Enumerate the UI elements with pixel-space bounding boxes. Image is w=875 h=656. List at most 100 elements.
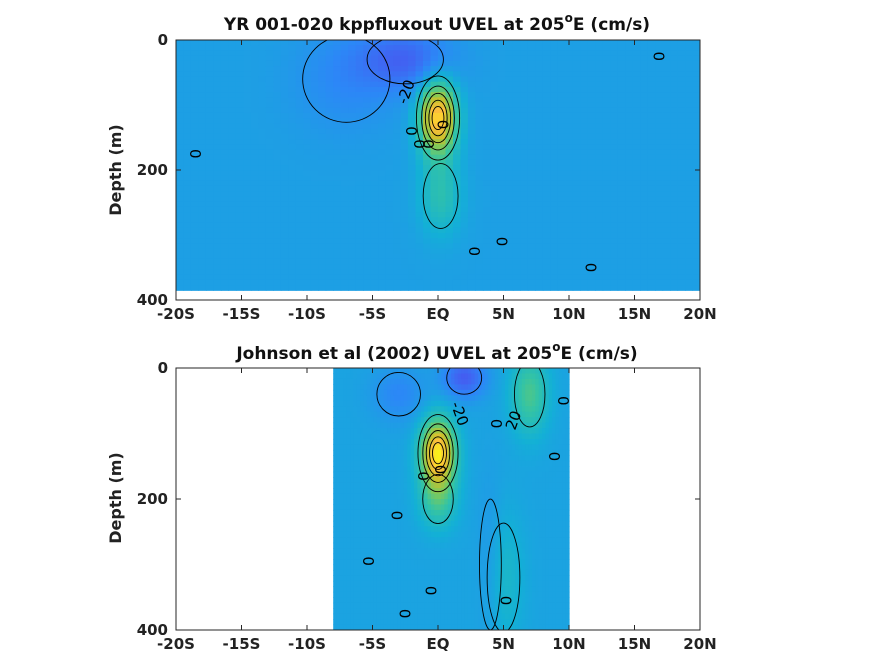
heatmap-cell <box>572 212 581 218</box>
heatmap-cell <box>424 400 429 407</box>
heatmap-cell <box>333 499 338 506</box>
heatmap-cell <box>505 227 514 234</box>
heatmap-cell <box>505 149 514 156</box>
heatmap-cell <box>370 373 375 380</box>
heatmap-cell <box>692 232 700 239</box>
heatmap-cell <box>258 66 267 72</box>
heatmap-cell <box>640 144 649 151</box>
heatmap-cell <box>407 368 412 375</box>
heatmap-cell <box>397 455 402 462</box>
heatmap-cell <box>295 133 304 140</box>
heatmap-cell <box>685 107 694 114</box>
heatmap-cell <box>437 608 442 615</box>
heatmap-cell <box>434 624 439 630</box>
heatmap-cell <box>373 531 378 538</box>
heatmap-cell <box>363 444 368 451</box>
heatmap-cell <box>228 76 237 83</box>
heatmap-cell <box>340 128 349 135</box>
heatmap-cell <box>424 542 429 549</box>
heatmap-cell <box>527 97 536 104</box>
heatmap-cell <box>572 253 581 260</box>
heatmap-cell <box>310 50 319 57</box>
heatmap-cell <box>346 531 351 538</box>
heatmap-cell <box>420 477 425 484</box>
heatmap-cell <box>393 460 398 467</box>
heatmap-cell <box>587 253 596 260</box>
heatmap-cell <box>363 45 372 52</box>
heatmap-cell <box>333 509 338 516</box>
heatmap-cell <box>333 438 338 446</box>
heatmap-cell <box>393 580 398 587</box>
heatmap-cell <box>610 40 619 46</box>
heatmap-cell <box>385 258 394 265</box>
heatmap-cell <box>360 559 365 566</box>
heatmap-cell <box>692 170 700 177</box>
heatmap-cell <box>340 243 349 250</box>
heatmap-cell <box>370 482 375 489</box>
heatmap-cell <box>602 40 611 46</box>
heatmap-cell <box>535 112 544 119</box>
heatmap-cell <box>617 76 626 83</box>
heatmap-cell <box>183 165 192 171</box>
heatmap-cell <box>340 274 349 281</box>
heatmap-cell <box>333 449 338 456</box>
heatmap-cell <box>343 406 348 413</box>
heatmap-cell <box>400 222 409 229</box>
heatmap-cell <box>333 227 342 234</box>
heatmap-cell <box>437 422 442 429</box>
heatmap-cell <box>434 482 439 489</box>
heatmap-cell <box>647 165 656 171</box>
heatmap-cell <box>692 97 700 104</box>
heatmap-cell <box>213 76 222 83</box>
heatmap-cell <box>370 217 379 224</box>
heatmap-cell <box>310 92 319 98</box>
heatmap-cell <box>280 86 289 93</box>
heatmap-cell <box>415 76 424 83</box>
heatmap-cell <box>333 248 342 255</box>
heatmap-cell <box>288 170 297 177</box>
heatmap-cell <box>602 86 611 93</box>
heatmap-cell <box>385 139 394 145</box>
heatmap-cell <box>366 406 371 413</box>
heatmap-cell <box>410 411 415 418</box>
heatmap-cell <box>557 66 566 72</box>
heatmap-cell <box>520 258 529 265</box>
heatmap-cell <box>243 232 252 239</box>
heatmap-cell <box>625 133 634 140</box>
heatmap-cell <box>280 269 289 276</box>
heatmap-cell <box>662 154 671 161</box>
heatmap-cell <box>385 149 394 156</box>
heatmap-cell <box>400 201 409 208</box>
heatmap-cell <box>190 92 200 98</box>
heatmap-cell <box>393 71 402 78</box>
heatmap-cell <box>452 149 462 156</box>
heatmap-cell <box>427 624 432 630</box>
heatmap-cell <box>445 264 454 270</box>
heatmap-cell <box>640 45 649 52</box>
heatmap-cell <box>610 60 619 67</box>
heatmap-cell <box>366 400 371 407</box>
heatmap-cell <box>390 542 395 549</box>
heatmap-cell <box>482 107 491 114</box>
heatmap-cell <box>380 564 385 571</box>
heatmap-cell <box>520 71 529 78</box>
heatmap-cell <box>587 128 596 135</box>
heatmap-cell <box>440 537 445 544</box>
heatmap-cell <box>400 81 409 88</box>
heatmap-cell <box>258 60 267 67</box>
heatmap-cell <box>198 222 207 229</box>
heatmap-cell <box>647 50 656 57</box>
heatmap-cell <box>625 97 634 104</box>
heatmap-cell <box>512 222 521 229</box>
heatmap-cell <box>380 368 385 375</box>
heatmap-cell <box>333 86 342 93</box>
heatmap-cell <box>670 149 679 156</box>
heatmap-cell <box>440 520 445 527</box>
heatmap-cell <box>346 559 351 566</box>
heatmap-cell <box>190 81 200 88</box>
heatmap-cell <box>482 206 491 213</box>
heatmap-cell <box>400 537 405 544</box>
heatmap-cell <box>355 86 364 93</box>
heatmap-cell <box>535 128 544 135</box>
heatmap-cell <box>475 196 484 203</box>
